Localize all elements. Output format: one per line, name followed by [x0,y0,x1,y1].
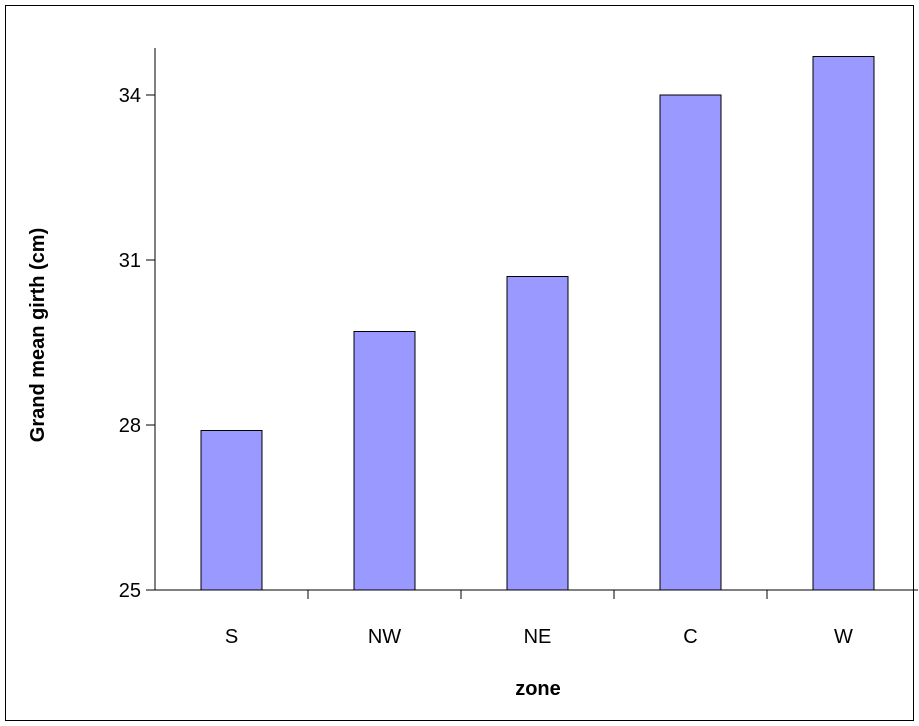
bars-group [200,56,875,591]
bar-s [200,430,263,591]
x-tick-label-ne: NE [524,626,552,648]
x-tick-label-c: C [683,626,697,648]
bar-w [812,56,875,591]
y-axis-title: Grand mean girth (cm) [27,228,49,442]
y-tick-label-31: 31 [119,250,141,272]
bar-ne [506,276,569,591]
y-ticks-group: 25 28 31 34 [119,85,155,602]
x-tick-label-w: W [834,626,853,648]
x-axis-title: zone [515,678,561,700]
chart-frame [5,5,914,721]
bar-nw [353,331,416,591]
y-tick-label-25: 25 [119,580,141,602]
x-ticks-group: S NW NE C W [225,590,853,648]
x-tick-label-nw: NW [368,626,401,648]
bar-c [659,94,722,591]
x-tick-label-s: S [225,626,238,648]
y-tick-label-34: 34 [119,85,141,107]
y-tick-label-28: 28 [119,415,141,437]
